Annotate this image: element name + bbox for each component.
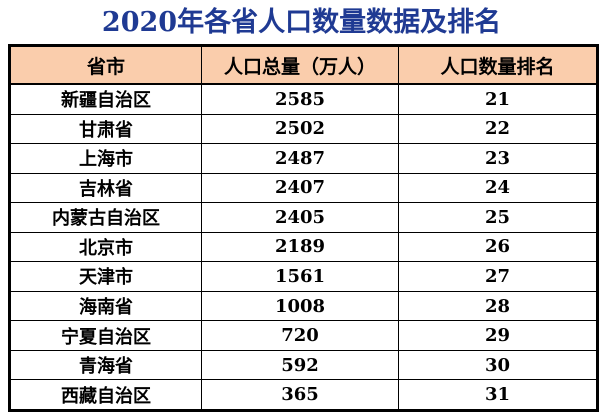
- table-row: 吉林省 2407 24: [9, 172, 598, 204]
- province-cell: 宁夏自治区: [9, 320, 202, 351]
- table-row: 上海市 2487 23: [9, 143, 598, 174]
- table-row: 青海省 592 30: [9, 349, 598, 381]
- table-row: 天津市 1561 27: [9, 261, 598, 292]
- population-cell: 2502: [201, 113, 399, 145]
- province-cell: 新疆自治区: [9, 83, 202, 115]
- rank-cell: 24: [398, 172, 598, 204]
- population-cell: 1561: [201, 261, 399, 292]
- population-cell: 2407: [201, 172, 399, 204]
- population-cell: 1008: [201, 290, 399, 322]
- rank-cell: 29: [398, 320, 598, 351]
- rank-cell: 26: [398, 231, 598, 263]
- rank-cell: 25: [398, 202, 598, 233]
- province-cell: 上海市: [9, 143, 202, 174]
- population-cell: 720: [201, 320, 399, 351]
- table-row: 甘肃省 2502 22: [9, 113, 598, 145]
- population-cell: 2585: [201, 83, 399, 115]
- province-cell: 天津市: [9, 261, 202, 292]
- province-cell: 吉林省: [9, 172, 202, 204]
- province-cell: 海南省: [9, 290, 202, 322]
- province-cell: 甘肃省: [9, 113, 202, 145]
- table-row: 内蒙古自治区 2405 25: [9, 202, 598, 233]
- table-header-row: 省市 人口总量（万人） 人口数量排名: [9, 45, 598, 85]
- rank-cell: 27: [398, 261, 598, 292]
- province-cell: 西藏自治区: [9, 379, 202, 411]
- rank-cell: 30: [398, 349, 598, 381]
- table-row: 北京市 2189 26: [9, 231, 598, 263]
- table-body: 新疆自治区 2585 21 甘肃省 2502 22 上海市 2487 23 吉林…: [9, 83, 598, 411]
- header-province: 省市: [9, 45, 202, 85]
- rank-cell: 23: [398, 143, 598, 174]
- table-row: 宁夏自治区 720 29: [9, 320, 598, 351]
- rank-cell: 21: [398, 83, 598, 115]
- header-population: 人口总量（万人）: [201, 45, 399, 85]
- population-table: 省市 人口总量（万人） 人口数量排名 新疆自治区 2585 21 甘肃省 250…: [8, 44, 599, 412]
- province-cell: 青海省: [9, 349, 202, 381]
- table-row: 新疆自治区 2585 21: [9, 83, 598, 115]
- rank-cell: 22: [398, 113, 598, 145]
- province-cell: 北京市: [9, 231, 202, 263]
- population-cell: 592: [201, 349, 399, 381]
- population-cell: 365: [201, 379, 399, 411]
- rank-cell: 28: [398, 290, 598, 322]
- population-cell: 2189: [201, 231, 399, 263]
- header-rank: 人口数量排名: [398, 45, 598, 85]
- table-row: 海南省 1008 28: [9, 290, 598, 322]
- province-cell: 内蒙古自治区: [9, 202, 202, 233]
- population-cell: 2405: [201, 202, 399, 233]
- page-title: 2020年各省人口数量数据及排名: [101, 7, 502, 38]
- population-cell: 2487: [201, 143, 399, 174]
- table-row: 西藏自治区 365 31: [9, 379, 598, 411]
- rank-cell: 31: [398, 379, 598, 411]
